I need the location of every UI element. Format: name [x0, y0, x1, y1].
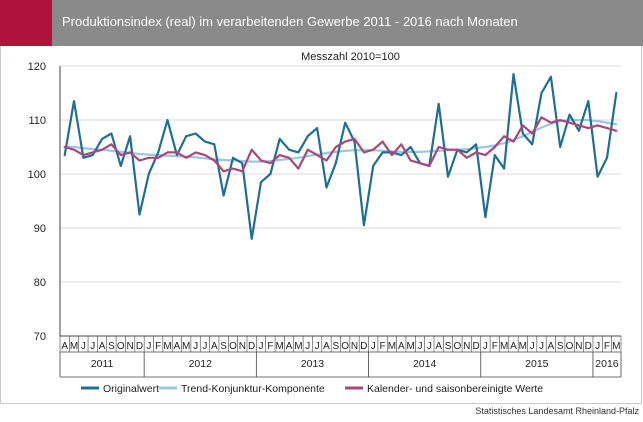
- x-month-label: O: [117, 341, 125, 352]
- x-month-label: J: [202, 341, 207, 352]
- x-month-label: F: [267, 341, 273, 352]
- x-month-label: D: [360, 341, 367, 352]
- x-month-label: M: [406, 341, 414, 352]
- y-tick-label: 80: [34, 277, 46, 289]
- x-year-label: 2016: [595, 358, 619, 370]
- series-line-original: [63, 73, 618, 240]
- x-month-label: N: [575, 341, 582, 352]
- x-month-label: F: [604, 341, 610, 352]
- x-month-label: D: [248, 341, 255, 352]
- series-line-seasonal: [63, 116, 618, 173]
- y-tick-label: 120: [28, 61, 46, 73]
- x-month-label: J: [305, 341, 310, 352]
- chart-panel: Messzahl 2010=100 70 80 90 100 110 120 A M J J A S O N…: [0, 46, 642, 404]
- x-month-label: A: [435, 341, 442, 352]
- x-month-label: J: [539, 341, 544, 352]
- x-month-label: J: [146, 341, 151, 352]
- x-month-label: J: [417, 341, 422, 352]
- x-month-label: S: [445, 341, 452, 352]
- x-month-label: A: [211, 341, 218, 352]
- x-month-label: A: [99, 341, 106, 352]
- x-month-label: F: [155, 341, 161, 352]
- x-month-label: M: [70, 341, 78, 352]
- x-month-label: M: [182, 341, 190, 352]
- x-month-label: S: [557, 341, 564, 352]
- x-month-label: J: [259, 341, 264, 352]
- x-month-label: N: [351, 341, 358, 352]
- x-month-label: A: [548, 341, 555, 352]
- chart-title: Produktionsindex (real) im verarbeitende…: [62, 14, 518, 29]
- x-month-label: N: [127, 341, 134, 352]
- x-month-label: A: [174, 341, 181, 352]
- y-tick-label: 90: [34, 223, 46, 235]
- x-month-label: S: [332, 341, 339, 352]
- x-month-label: A: [398, 341, 405, 352]
- x-month-label: J: [315, 341, 320, 352]
- x-month-label: S: [108, 341, 115, 352]
- x-month-label: M: [163, 341, 171, 352]
- x-month-label: M: [388, 341, 396, 352]
- x-month-label: D: [472, 341, 479, 352]
- y-tick-label: 70: [34, 331, 46, 343]
- x-month-label: A: [510, 341, 517, 352]
- x-month-label: J: [483, 341, 488, 352]
- x-month-label: J: [81, 341, 86, 352]
- x-year-label: 2014: [413, 358, 437, 370]
- x-month-label: J: [371, 341, 376, 352]
- legend-label: Originalwert: [103, 383, 159, 395]
- legend-label: Trend-Konjunktur-Komponente: [181, 383, 325, 395]
- x-month-label: M: [612, 341, 620, 352]
- x-year-label: 2015: [525, 358, 549, 370]
- x-year-label: 2013: [301, 358, 325, 370]
- x-month-label: J: [427, 341, 432, 352]
- x-month-label: M: [276, 341, 284, 352]
- x-month-label: D: [585, 341, 592, 352]
- x-month-label: D: [136, 341, 143, 352]
- x-month-label: M: [519, 341, 527, 352]
- header-bar: [0, 0, 643, 46]
- x-year-label: 2011: [91, 358, 114, 370]
- x-month-label: J: [193, 341, 198, 352]
- x-month-label: S: [220, 341, 227, 352]
- x-year-label: 2012: [189, 358, 213, 370]
- x-month-label: A: [61, 341, 68, 352]
- accent-block: [0, 0, 52, 46]
- x-month-label: J: [530, 341, 535, 352]
- x-month-label: F: [380, 341, 386, 352]
- x-month-label: N: [463, 341, 470, 352]
- x-month-label: O: [229, 341, 237, 352]
- x-month-label: J: [595, 341, 600, 352]
- x-month-label: O: [341, 341, 349, 352]
- x-month-label: N: [239, 341, 246, 352]
- chart-subtitle: Messzahl 2010=100: [301, 51, 400, 63]
- x-month-label: A: [286, 341, 293, 352]
- x-month-label: O: [453, 341, 461, 352]
- x-month-label: M: [294, 341, 302, 352]
- x-month-label: A: [323, 341, 330, 352]
- y-tick-label: 100: [28, 169, 46, 181]
- x-month-label: J: [90, 341, 95, 352]
- x-month-label: F: [492, 341, 498, 352]
- x-month-label: O: [566, 341, 574, 352]
- y-tick-label: 110: [28, 115, 46, 127]
- legend-label: Kalender- und saisonbereinigte Werte: [367, 383, 543, 395]
- source-note: Statistisches Landesamt Rheinland-Pfalz: [475, 406, 639, 416]
- x-month-label: M: [500, 341, 508, 352]
